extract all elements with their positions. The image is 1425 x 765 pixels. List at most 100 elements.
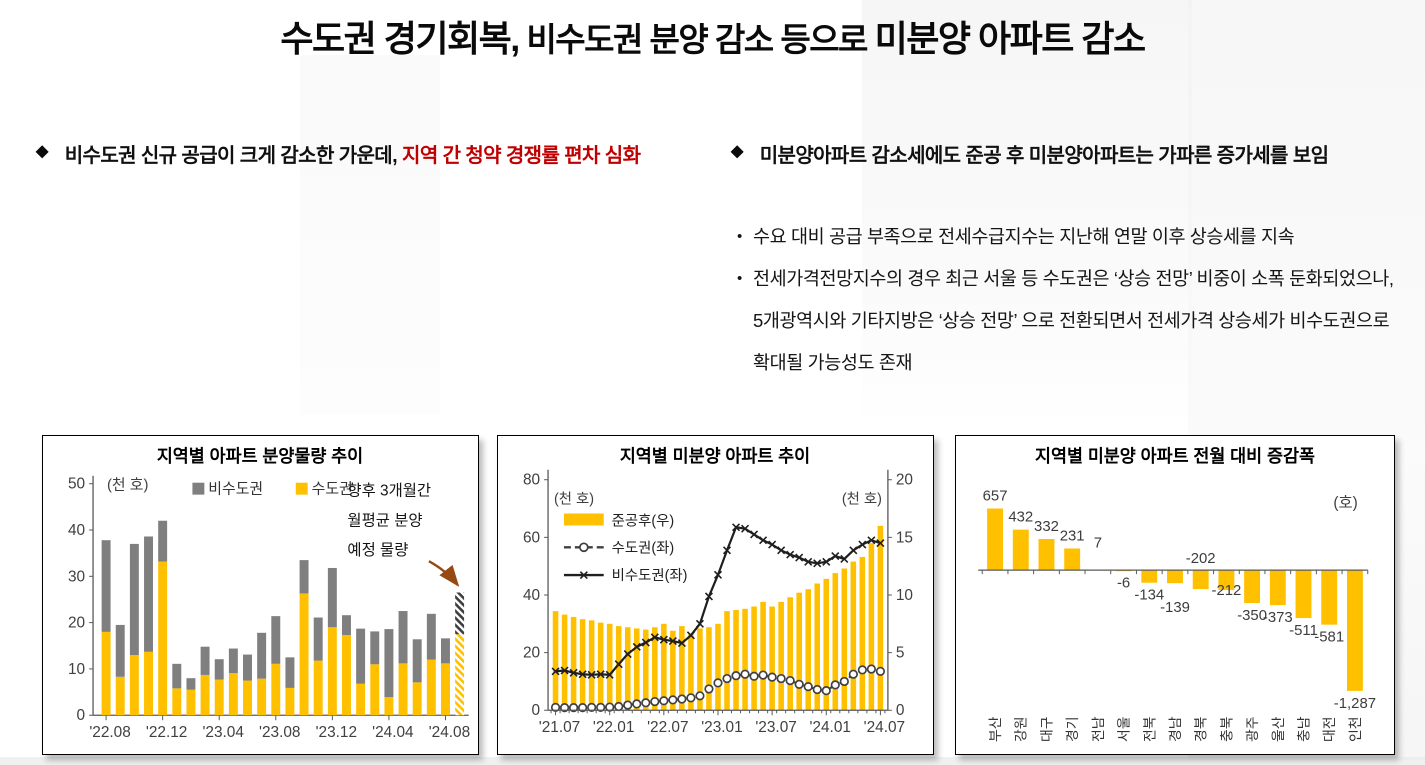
page-title: 수도권 경기회복, 비수도권 분양 감소 등으로 미분양 아파트 감소 [0, 10, 1425, 62]
svg-text:-202: -202 [1186, 551, 1216, 567]
svg-text:경북: 경북 [1193, 716, 1209, 742]
bullet-left-prefix: 비수도권 신규 공급이 크게 감소한 가운데, [64, 145, 403, 167]
sub-bullet-2-line-3: 확대될 가능성도 존재 [753, 352, 913, 373]
diamond-bullet-icon: ◆ [36, 143, 48, 160]
title-segment-3: 미분양 아파트 감소 [874, 18, 1146, 59]
svg-text:'21.07: '21.07 [539, 719, 580, 736]
sub-bullet-2-line-1: 전세가격전망지수의 경우 최근 서울 등 수도권은 ‘상승 전망’ 비중이 소폭… [753, 268, 1394, 289]
svg-text:경기: 경기 [1064, 716, 1080, 742]
svg-text:0: 0 [532, 702, 541, 719]
svg-text:'22.07: '22.07 [647, 719, 688, 736]
svg-text:비수도권: 비수도권 [208, 481, 263, 498]
svg-text:울산: 울산 [1270, 716, 1286, 742]
svg-text:충남: 충남 [1295, 716, 1311, 742]
svg-text:50: 50 [68, 476, 85, 493]
svg-text:-511: -511 [1289, 623, 1318, 639]
svg-text:7: 7 [1094, 536, 1102, 552]
svg-text:(천 호): (천 호) [554, 491, 594, 508]
svg-text:전남: 전남 [1090, 716, 1106, 742]
svg-text:-1,287: -1,287 [1334, 696, 1376, 712]
svg-text:80: 80 [523, 472, 540, 489]
svg-text:657: 657 [983, 489, 1008, 505]
svg-text:지역별 아파트 분양물량 추이: 지역별 아파트 분양물량 추이 [157, 446, 363, 466]
sub-bullet-2-line-2: 5개광역시와 기타지방은 ‘상승 전망’ 으로 전환되면서 전세가격 상승세가 … [753, 310, 1390, 331]
svg-text:지역별 미분양 아파트 추이: 지역별 미분양 아파트 추이 [620, 446, 810, 466]
svg-text:20: 20 [896, 472, 913, 489]
svg-text:-373: -373 [1263, 610, 1293, 626]
svg-text:40: 40 [523, 587, 540, 604]
svg-text:인천: 인천 [1347, 716, 1363, 742]
svg-text:'23.12: '23.12 [316, 724, 357, 741]
svg-text:광주: 광주 [1244, 716, 1260, 742]
svg-text:예정 물량: 예정 물량 [347, 541, 408, 559]
svg-text:'23.08: '23.08 [259, 724, 300, 741]
sub-bullet-2: • 전세가격전망지수의 경우 최근 서울 등 수도권은 ‘상승 전망’ 비중이 … [737, 258, 1425, 384]
svg-text:10: 10 [896, 587, 913, 604]
svg-text:서울: 서울 [1116, 716, 1132, 742]
svg-text:대구: 대구 [1038, 716, 1054, 742]
svg-text:'24.01: '24.01 [810, 719, 851, 736]
title-segment-2: 비수도권 분양 감소 등으로 [518, 21, 875, 58]
svg-text:충북: 충북 [1218, 716, 1234, 742]
svg-text:15: 15 [896, 529, 913, 546]
svg-text:231: 231 [1060, 529, 1085, 545]
bullet-right-unsold: ◆ 미분양아파트 감소세에도 준공 후 미분양아파트는 가파른 증가세를 보임 [731, 139, 1421, 168]
svg-text:10: 10 [68, 661, 85, 678]
svg-text:20: 20 [68, 615, 85, 632]
chart-unsold-apartment-trend: 지역별 미분양 아파트 추이 0 20 40 60 80 0 5 10 15 20 (천 호) (천 호… [523, 446, 913, 736]
svg-text:0: 0 [77, 707, 86, 724]
svg-text:-350: -350 [1237, 608, 1267, 624]
svg-text:수도권: 수도권 [312, 481, 353, 498]
svg-text:0: 0 [896, 702, 905, 719]
svg-text:강원: 강원 [1013, 716, 1029, 742]
svg-text:332: 332 [1034, 519, 1059, 535]
svg-text:(천 호): (천 호) [842, 491, 882, 508]
chart-box-apartment-supply: 지역별 아파트 분양물량 추이 0 10 20 30 40 50 (천 호) 비수도권 수도권 '2… [42, 435, 479, 755]
svg-text:'23.04: '23.04 [202, 724, 244, 741]
sub-bullet-1-text: 수요 대비 공급 부족으로 전세수급지수는 지난해 연말 이후 상승세를 지속 [753, 226, 1295, 247]
svg-text:60: 60 [523, 529, 540, 546]
svg-text:20: 20 [523, 645, 540, 662]
background-watermark-center [300, 55, 440, 415]
bullet-left-supply: ◆ 비수도권 신규 공급이 크게 감소한 가운데, 지역 간 청약 경쟁률 편차… [36, 139, 701, 168]
svg-text:'24.08: '24.08 [429, 724, 470, 741]
svg-text:'24.04: '24.04 [372, 724, 414, 741]
svg-text:'22.01: '22.01 [593, 719, 634, 736]
bullet-left-text: 비수도권 신규 공급이 크게 감소한 가운데, 지역 간 청약 경쟁률 편차 심… [65, 139, 641, 168]
svg-text:비수도권(좌): 비수도권(좌) [612, 567, 688, 584]
svg-text:대전: 대전 [1321, 716, 1337, 742]
svg-text:'22.08: '22.08 [89, 724, 130, 741]
svg-text:-134: -134 [1134, 588, 1164, 604]
chart-apartment-supply-trend: 지역별 아파트 분양물량 추이 0 10 20 30 40 50 (천 호) 비수도권 수도권 '2… [68, 446, 470, 741]
svg-text:수도권(좌): 수도권(좌) [612, 539, 675, 556]
svg-text:지역별 미분양 아파트 전월 대비 증감폭: 지역별 미분양 아파트 전월 대비 증감폭 [1035, 446, 1315, 466]
svg-text:-581: -581 [1314, 630, 1344, 646]
chart-box-unsold-change: 지역별 미분양 아파트 전월 대비 증감폭 (호) 657 432 332 231 7 -6-… [955, 435, 1395, 755]
svg-text:준공후(우): 준공후(우) [612, 512, 675, 529]
svg-text:-6: -6 [1117, 576, 1130, 592]
svg-text:부산: 부산 [987, 716, 1003, 742]
sub-bullet-list: • 수요 대비 공급 부족으로 전세수급지수는 지난해 연말 이후 상승세를 지… [737, 216, 1425, 384]
diamond-bullet-icon: ◆ [731, 143, 743, 160]
svg-text:5: 5 [896, 645, 905, 662]
bullet-right-text: 미분양아파트 감소세에도 준공 후 미분양아파트는 가파른 증가세를 보임 [759, 145, 1329, 167]
bullet-left-highlight: 지역 간 청약 경쟁률 편차 심화 [402, 145, 641, 167]
svg-text:40: 40 [68, 522, 85, 539]
bottom-edge-strip [0, 757, 1425, 765]
svg-text:-212: -212 [1211, 583, 1241, 599]
sub-bullet-1: • 수요 대비 공급 부족으로 전세수급지수는 지난해 연말 이후 상승세를 지… [737, 216, 1425, 258]
svg-text:월평균 분양: 월평균 분양 [347, 511, 422, 529]
svg-text:(호): (호) [1333, 495, 1357, 512]
svg-text:경남: 경남 [1167, 716, 1183, 742]
sub-bullet-2-text: 전세가격전망지수의 경우 최근 서울 등 수도권은 ‘상승 전망’ 비중이 소폭… [753, 258, 1394, 384]
svg-text:(천 호): (천 호) [107, 477, 148, 494]
svg-text:향후 3개월간: 향후 3개월간 [347, 482, 431, 500]
svg-text:'23.01: '23.01 [701, 719, 742, 736]
svg-text:-139: -139 [1160, 600, 1190, 616]
svg-text:'22.12: '22.12 [146, 724, 187, 741]
svg-text:432: 432 [1008, 510, 1033, 526]
chart-box-unsold-trend: 지역별 미분양 아파트 추이 0 20 40 60 80 0 5 10 15 20 (천 호) (천 호… [497, 435, 934, 755]
svg-text:'23.07: '23.07 [755, 719, 796, 736]
